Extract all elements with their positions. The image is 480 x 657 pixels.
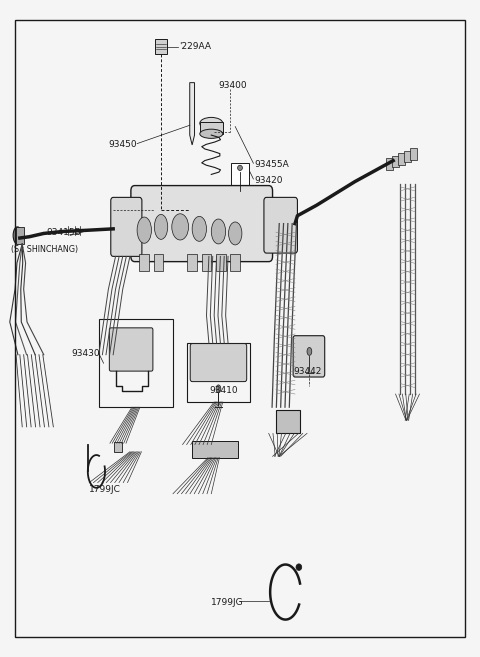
Text: 93420: 93420 bbox=[254, 176, 283, 185]
Ellipse shape bbox=[200, 118, 223, 129]
Ellipse shape bbox=[228, 222, 242, 245]
Ellipse shape bbox=[296, 564, 302, 570]
Bar bbox=[16, 227, 24, 244]
Ellipse shape bbox=[200, 129, 223, 139]
Polygon shape bbox=[190, 83, 194, 145]
Text: (S : SHINCHANG): (S : SHINCHANG) bbox=[11, 245, 78, 254]
Bar bbox=[200, 122, 223, 134]
Bar bbox=[386, 158, 393, 170]
Bar bbox=[192, 442, 238, 458]
FancyBboxPatch shape bbox=[111, 197, 142, 256]
Bar bbox=[156, 39, 167, 55]
Text: 93450: 93450 bbox=[108, 141, 137, 149]
Text: 93410: 93410 bbox=[209, 386, 238, 396]
FancyBboxPatch shape bbox=[131, 185, 273, 261]
Ellipse shape bbox=[192, 216, 206, 241]
Bar bbox=[154, 254, 163, 271]
Bar bbox=[398, 153, 405, 165]
Bar bbox=[216, 254, 226, 271]
Ellipse shape bbox=[238, 166, 242, 171]
Bar bbox=[392, 156, 399, 168]
Text: 1799JG: 1799JG bbox=[211, 598, 244, 607]
Text: 93442: 93442 bbox=[294, 367, 322, 376]
Bar bbox=[140, 254, 149, 271]
Bar bbox=[114, 442, 122, 452]
FancyBboxPatch shape bbox=[109, 328, 153, 371]
FancyBboxPatch shape bbox=[264, 197, 298, 253]
Bar bbox=[410, 148, 417, 160]
Bar bbox=[187, 343, 250, 402]
Bar bbox=[231, 163, 249, 194]
Bar bbox=[230, 254, 240, 271]
Ellipse shape bbox=[307, 348, 312, 355]
Ellipse shape bbox=[216, 385, 221, 393]
Text: 1799JC: 1799JC bbox=[89, 485, 121, 493]
Bar bbox=[202, 254, 211, 271]
FancyBboxPatch shape bbox=[293, 336, 324, 377]
Text: 93455A: 93455A bbox=[254, 160, 289, 169]
FancyBboxPatch shape bbox=[190, 344, 247, 382]
Text: 93430: 93430 bbox=[72, 349, 100, 358]
Bar bbox=[99, 319, 173, 407]
Text: '229AA: '229AA bbox=[179, 42, 211, 51]
Ellipse shape bbox=[155, 214, 168, 239]
Bar bbox=[404, 150, 411, 162]
Text: 93415B: 93415B bbox=[46, 228, 81, 237]
Ellipse shape bbox=[13, 227, 22, 244]
Ellipse shape bbox=[211, 219, 226, 244]
Bar bbox=[276, 411, 300, 434]
Bar bbox=[187, 254, 197, 271]
Ellipse shape bbox=[137, 217, 152, 243]
Text: 93400: 93400 bbox=[218, 81, 247, 91]
Ellipse shape bbox=[172, 214, 189, 240]
